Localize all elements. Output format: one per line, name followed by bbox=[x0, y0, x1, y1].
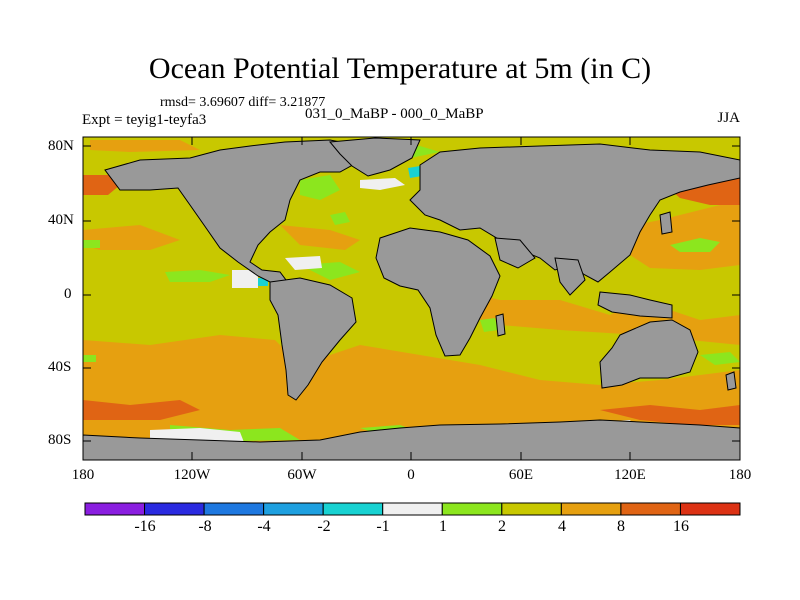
lon-label: 60W bbox=[287, 467, 317, 483]
land-eurasia bbox=[409, 143, 740, 283]
land-greenland bbox=[329, 137, 421, 177]
colorbar-label: -16 bbox=[134, 518, 156, 535]
colorbar-box bbox=[679, 502, 741, 516]
axis-ticks bbox=[82, 137, 741, 460]
comparison-label: 031_0_MaBP - 000_0_MaBP bbox=[305, 106, 484, 122]
lon-label: 180 bbox=[728, 467, 752, 483]
colorbar-box bbox=[263, 502, 324, 516]
colorbar-box bbox=[144, 502, 205, 516]
colorbar-label: 4 bbox=[558, 518, 566, 535]
colorbar bbox=[84, 502, 741, 516]
lon-label: 120W bbox=[173, 467, 211, 483]
colorbar-label: 1 bbox=[439, 518, 447, 535]
land-arabia bbox=[494, 237, 536, 269]
season-label: JJA bbox=[717, 110, 740, 126]
land-south-america bbox=[269, 277, 357, 401]
lon-label: 60E bbox=[508, 467, 534, 483]
lat-label: 0 bbox=[64, 286, 72, 302]
colorbar-label: 16 bbox=[673, 518, 689, 535]
colorbar-label: -1 bbox=[376, 518, 390, 535]
land-india bbox=[554, 257, 586, 296]
colorbar-box bbox=[322, 502, 384, 516]
colorbar-label: 8 bbox=[617, 518, 625, 535]
land-antarctica bbox=[83, 419, 740, 460]
land-new-zealand bbox=[725, 371, 737, 391]
colorbar-box bbox=[620, 502, 681, 516]
lon-label: 0 bbox=[407, 467, 415, 483]
colorbar-box bbox=[84, 502, 146, 516]
colorbar-box bbox=[203, 502, 265, 516]
colorbar-label: -8 bbox=[198, 518, 212, 535]
land-australia bbox=[599, 319, 699, 389]
colorbar-label: -4 bbox=[257, 518, 271, 535]
land-madagascar bbox=[495, 313, 506, 337]
lat-label: 80S bbox=[48, 432, 72, 448]
land-japan bbox=[659, 211, 673, 235]
lat-label: 80N bbox=[48, 138, 74, 154]
lon-label: 180 bbox=[71, 467, 95, 483]
colorbar-box bbox=[501, 502, 562, 516]
stats-text: rmsd= 3.69607 diff= 3.21877 bbox=[160, 95, 326, 110]
land-africa bbox=[375, 227, 501, 357]
lat-label: 40S bbox=[48, 359, 72, 375]
colorbar-box bbox=[382, 502, 443, 516]
colorbar-box bbox=[441, 502, 503, 516]
experiment-label: Expt = teyig1-teyfa3 bbox=[82, 112, 207, 128]
colorbar-box bbox=[560, 502, 622, 516]
land-north-america bbox=[104, 139, 363, 289]
lat-label: 40N bbox=[48, 212, 74, 228]
land-indonesia bbox=[597, 291, 673, 319]
map-title: Ocean Potential Temperature at 5m (in C) bbox=[148, 52, 652, 85]
land-masses bbox=[83, 137, 740, 460]
colorbar-label: -2 bbox=[317, 518, 331, 535]
colorbar-label: 2 bbox=[498, 518, 506, 535]
lon-label: 120E bbox=[614, 467, 646, 483]
